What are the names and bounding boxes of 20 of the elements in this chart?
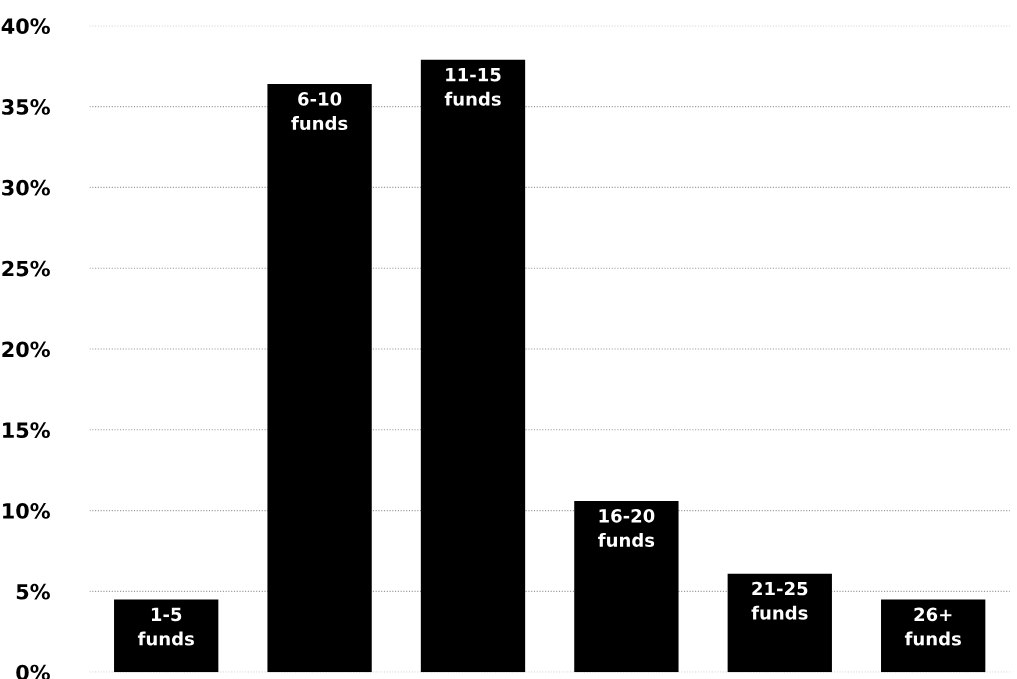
y-tick-label: 30%: [2, 179, 50, 196]
y-tick-label: 40%: [1, 18, 50, 35]
x-tick-label: 1-5 funds: [137, 607, 194, 646]
y-tick-label: 10%: [3, 503, 50, 519]
x-tick-label: 6-10 funds: [291, 92, 348, 131]
bar: [114, 599, 219, 673]
y-tick-label: 35%: [2, 99, 50, 115]
x-tick-label: 11-15 funds: [444, 68, 501, 106]
y-tick-label: 5%: [16, 583, 50, 600]
y-tick-label: 15%: [3, 422, 50, 439]
y-tick-label: 20%: [2, 341, 50, 358]
x-tick-label: 16-20 funds: [598, 508, 655, 547]
bar: [420, 59, 526, 673]
bar: [727, 573, 832, 673]
x-tick-label: 26+ funds: [904, 607, 961, 646]
bar: [881, 599, 986, 673]
bar: [267, 83, 372, 673]
y-tick-label: 25%: [2, 260, 50, 277]
bar: [574, 500, 679, 673]
x-tick-label: 21-25 funds: [751, 581, 808, 620]
